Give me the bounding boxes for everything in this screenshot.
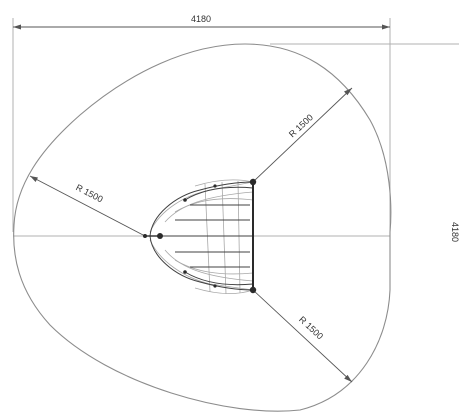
- width-dimension: 4180: [12, 14, 391, 232]
- play-structure: [143, 178, 257, 295]
- width-dimension-label: 4180: [191, 14, 211, 24]
- radius-dimension-left: R 1500: [29, 175, 146, 237]
- radius-dimension-upper-right: R 1500: [252, 87, 353, 183]
- height-dimension-label: 4180: [450, 222, 459, 242]
- anchor-node-left: [157, 233, 163, 239]
- safety-zone-outline: [13, 43, 392, 412]
- anchor-node-bottom: [249, 286, 257, 294]
- anchor-node-center-left: [143, 234, 147, 238]
- radius-label-lower-right: R 1500: [297, 314, 325, 341]
- radius-dimension-lower-right: R 1500: [252, 289, 353, 383]
- anchor-node-top: [249, 178, 257, 186]
- radius-label-upper-right: R 1500: [287, 112, 315, 139]
